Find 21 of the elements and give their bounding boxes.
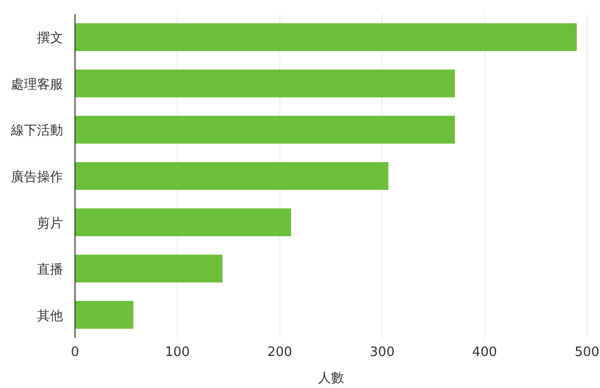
x-tick-label: 500: [574, 345, 600, 360]
y-tick-label: 撰文: [37, 31, 63, 46]
bar: [75, 162, 388, 190]
y-tick-label: 處理客服: [11, 76, 63, 92]
bar: [75, 208, 292, 236]
y-tick-label: 剪片: [37, 216, 63, 232]
y-tick-label: 直播: [37, 262, 63, 278]
x-tick-label: 400: [472, 345, 498, 360]
x-tick-label: 200: [267, 345, 292, 360]
y-tick-label: 其他: [37, 308, 63, 324]
x-tick-label: 300: [370, 345, 395, 360]
bar: [75, 70, 455, 98]
bar: [75, 116, 455, 144]
x-tick-label: 0: [70, 345, 80, 360]
x-tick-label: 100: [164, 345, 190, 360]
bar: [75, 23, 577, 52]
y-tick-label: 廣告操作: [11, 170, 63, 185]
bar: [75, 254, 222, 282]
x-axis-title: 人數: [318, 371, 344, 386]
y-tick-label: 線下活動: [10, 124, 63, 139]
bar: [75, 300, 134, 329]
